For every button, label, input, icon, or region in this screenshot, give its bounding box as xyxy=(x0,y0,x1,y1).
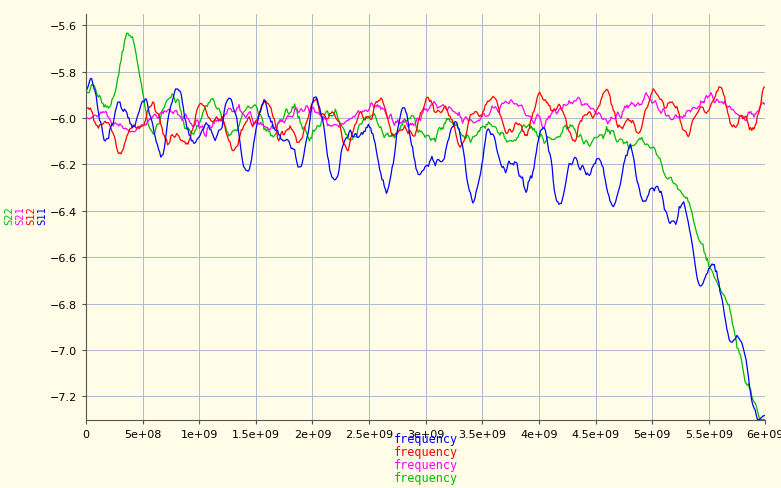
Text: frequency: frequency xyxy=(394,471,458,485)
Text: frequency: frequency xyxy=(394,458,458,471)
Text: frequency: frequency xyxy=(394,445,458,458)
Text: S11: S11 xyxy=(37,205,47,224)
Text: S22: S22 xyxy=(5,205,14,224)
Text: frequency: frequency xyxy=(394,432,458,445)
Text: S12: S12 xyxy=(27,205,36,224)
Text: S21: S21 xyxy=(16,205,25,224)
